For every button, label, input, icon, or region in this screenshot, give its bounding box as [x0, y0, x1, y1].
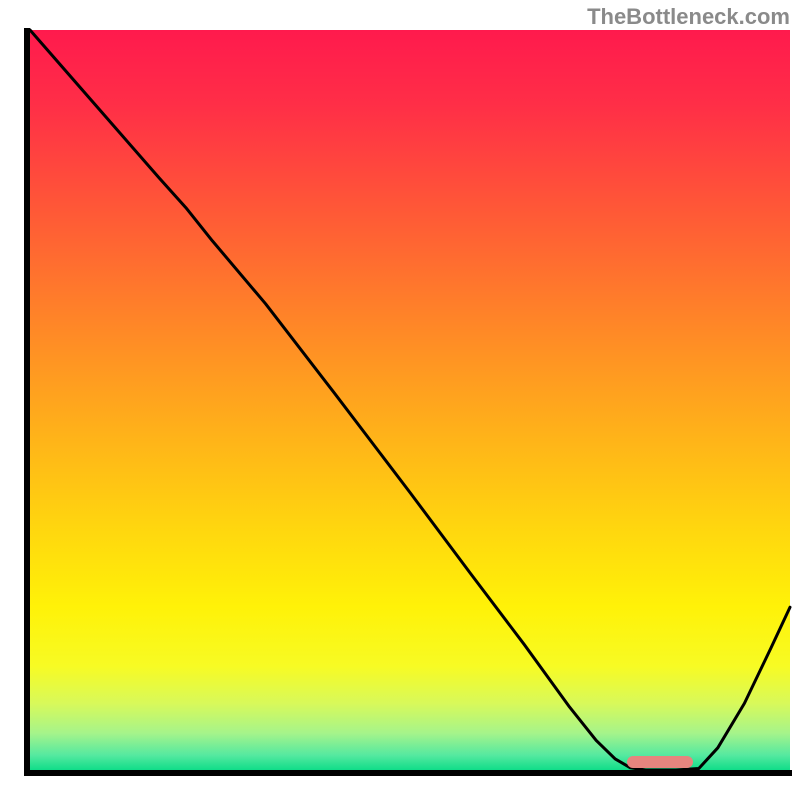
y-axis-line — [24, 28, 30, 776]
x-axis-line — [24, 770, 792, 776]
chart-container: TheBottleneck.com — [0, 0, 800, 800]
optimal-marker — [627, 756, 694, 768]
bottleneck-curve — [30, 30, 790, 770]
watermark-text: TheBottleneck.com — [587, 4, 790, 30]
plot-area — [30, 30, 790, 770]
